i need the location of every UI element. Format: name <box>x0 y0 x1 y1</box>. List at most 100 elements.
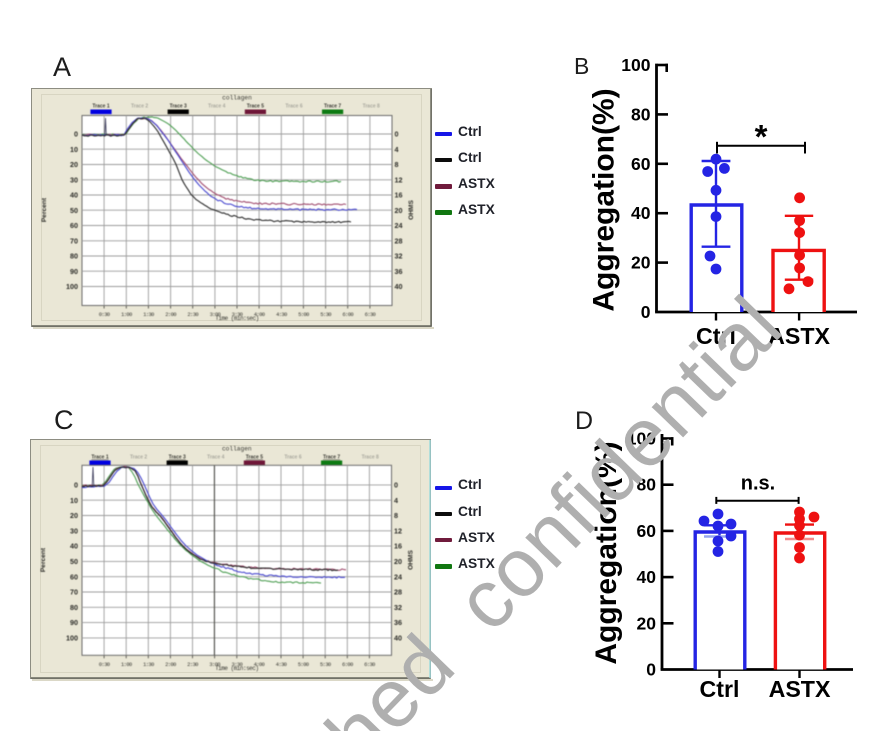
svg-text:32: 32 <box>394 603 402 612</box>
svg-text:100: 100 <box>621 55 650 75</box>
svg-text:16: 16 <box>395 191 403 200</box>
svg-text:50: 50 <box>70 206 78 215</box>
svg-text:OHMS: OHMS <box>408 550 415 570</box>
svg-text:2:00: 2:00 <box>165 661 177 668</box>
svg-text:4:00: 4:00 <box>254 311 266 318</box>
svg-text:24: 24 <box>394 572 402 581</box>
svg-text:0: 0 <box>394 481 398 490</box>
svg-text:40: 40 <box>70 542 78 551</box>
svg-text:80: 80 <box>631 104 651 124</box>
svg-text:*: * <box>755 118 768 155</box>
svg-text:4:00: 4:00 <box>254 661 266 668</box>
svg-text:12: 12 <box>395 175 403 184</box>
svg-text:n.s.: n.s. <box>741 473 775 495</box>
svg-text:1:00: 1:00 <box>121 311 133 318</box>
svg-text:3:00: 3:00 <box>209 661 221 668</box>
svg-text:ASTX: ASTX <box>769 676 831 702</box>
svg-text:3:30: 3:30 <box>231 661 243 668</box>
svg-text:30: 30 <box>70 526 78 535</box>
svg-text:40: 40 <box>70 191 78 200</box>
svg-text:4: 4 <box>395 145 399 154</box>
svg-text:1:00: 1:00 <box>121 661 133 668</box>
svg-text:10: 10 <box>70 496 78 505</box>
svg-text:16: 16 <box>394 542 402 551</box>
svg-text:20: 20 <box>394 557 402 566</box>
svg-text:0:30: 0:30 <box>99 311 111 318</box>
svg-text:Trace 1: Trace 1 <box>91 455 108 461</box>
svg-text:Time (min:sec): Time (min:sec) <box>215 315 258 322</box>
svg-text:0: 0 <box>646 660 656 680</box>
svg-text:OHMS: OHMS <box>408 200 415 220</box>
svg-text:0: 0 <box>395 130 399 139</box>
svg-text:6:00: 6:00 <box>342 311 354 318</box>
svg-text:36: 36 <box>394 618 402 627</box>
svg-text:80: 80 <box>637 475 657 495</box>
svg-text:4:30: 4:30 <box>276 661 288 668</box>
svg-text:8: 8 <box>395 160 399 169</box>
svg-text:80: 80 <box>70 603 78 612</box>
svg-text:5:30: 5:30 <box>320 311 332 318</box>
svg-text:Ctrl: Ctrl <box>700 676 740 702</box>
svg-text:20: 20 <box>70 160 78 169</box>
svg-text:8: 8 <box>394 511 398 520</box>
svg-text:40: 40 <box>394 634 402 643</box>
svg-text:28: 28 <box>395 236 403 245</box>
svg-text:Trace 1: Trace 1 <box>92 104 109 110</box>
svg-text:Trace 5: Trace 5 <box>246 455 263 461</box>
svg-text:90: 90 <box>70 267 78 276</box>
svg-text:28: 28 <box>394 588 402 597</box>
svg-text:Trace 4: Trace 4 <box>208 104 225 110</box>
svg-text:60: 60 <box>70 221 78 230</box>
svg-text:Time (min:sec): Time (min:sec) <box>215 665 258 672</box>
svg-text:30: 30 <box>70 175 78 184</box>
svg-text:70: 70 <box>70 588 78 597</box>
svg-text:40: 40 <box>631 203 651 223</box>
svg-text:Percent: Percent <box>41 197 48 222</box>
svg-text:32: 32 <box>395 252 403 261</box>
svg-text:ASTX: ASTX <box>768 323 830 349</box>
svg-text:24: 24 <box>395 221 403 230</box>
svg-text:20: 20 <box>70 511 78 520</box>
svg-text:Trace 3: Trace 3 <box>169 455 186 461</box>
svg-text:Trace 3: Trace 3 <box>170 104 187 110</box>
svg-text:6:30: 6:30 <box>364 661 376 668</box>
svg-text:60: 60 <box>631 154 651 174</box>
svg-text:Trace 2: Trace 2 <box>131 104 148 110</box>
svg-text:Aggregation(%): Aggregation(%) <box>588 88 621 311</box>
svg-text:5:30: 5:30 <box>320 661 332 668</box>
svg-text:collagen: collagen <box>222 95 252 102</box>
svg-text:20: 20 <box>637 613 657 633</box>
svg-text:80: 80 <box>70 252 78 261</box>
svg-text:Ctrl: Ctrl <box>696 323 736 349</box>
svg-text:Trace 2: Trace 2 <box>130 455 147 461</box>
svg-text:90: 90 <box>70 618 78 627</box>
svg-text:40: 40 <box>637 567 657 587</box>
svg-text:2:30: 2:30 <box>187 661 199 668</box>
svg-text:collagen: collagen <box>222 446 252 453</box>
svg-text:20: 20 <box>395 206 403 215</box>
svg-text:0:30: 0:30 <box>99 661 111 668</box>
svg-text:4:30: 4:30 <box>276 311 288 318</box>
svg-text:3:30: 3:30 <box>232 311 244 318</box>
svg-text:2:00: 2:00 <box>165 311 177 318</box>
svg-text:100: 100 <box>66 282 78 291</box>
svg-text:70: 70 <box>70 236 78 245</box>
svg-text:6:30: 6:30 <box>365 311 377 318</box>
svg-text:Trace 7: Trace 7 <box>323 455 340 461</box>
svg-text:Trace 6: Trace 6 <box>284 455 301 461</box>
svg-text:5:00: 5:00 <box>298 661 310 668</box>
svg-text:0: 0 <box>641 302 651 322</box>
svg-text:0: 0 <box>74 481 78 490</box>
svg-text:100: 100 <box>627 429 656 449</box>
svg-text:Trace 4: Trace 4 <box>207 455 224 461</box>
svg-text:20: 20 <box>631 253 651 273</box>
svg-text:Trace 6: Trace 6 <box>285 104 302 110</box>
svg-text:1:30: 1:30 <box>143 311 155 318</box>
svg-text:100: 100 <box>66 634 78 643</box>
svg-text:36: 36 <box>395 267 403 276</box>
svg-text:1:30: 1:30 <box>143 661 155 668</box>
svg-text:3:00: 3:00 <box>210 311 222 318</box>
svg-text:50: 50 <box>70 557 78 566</box>
svg-text:Trace 7: Trace 7 <box>324 104 341 110</box>
svg-text:Trace 8: Trace 8 <box>363 104 380 110</box>
